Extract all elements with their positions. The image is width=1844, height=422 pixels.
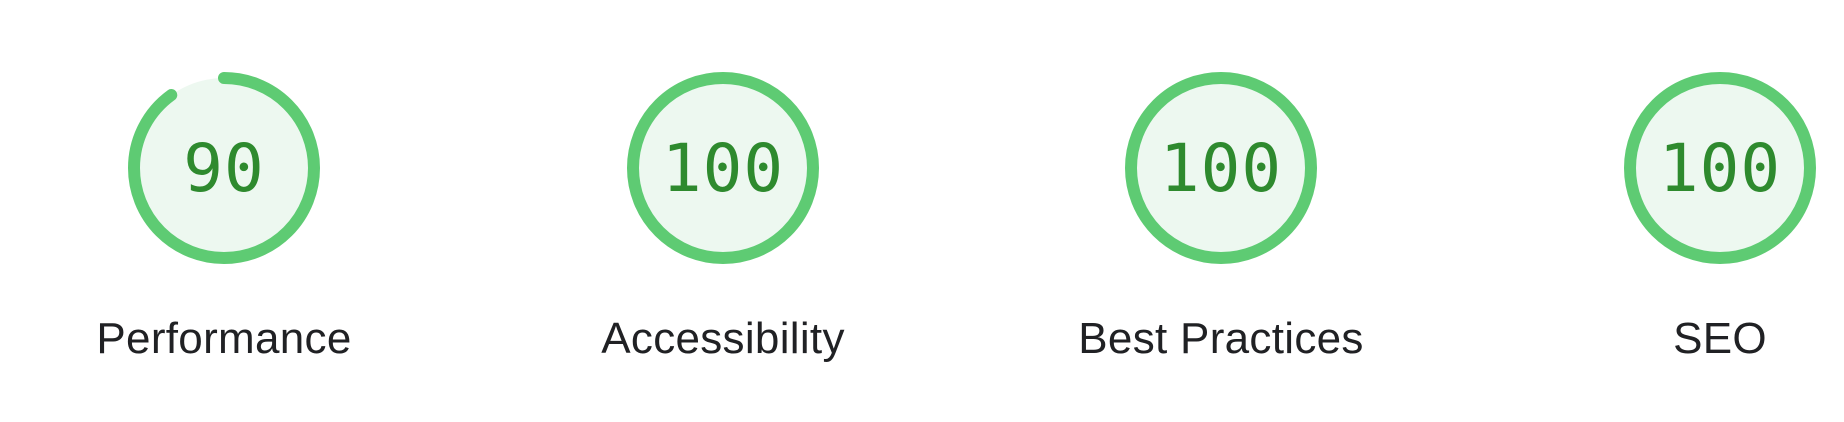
gauge-accessibility[interactable]: 100 Accessibility	[601, 68, 844, 363]
gauge-score-value: 100	[1658, 129, 1782, 207]
gauge-best-practices[interactable]: 100 Best Practices	[1078, 68, 1363, 363]
gauge-fill	[1131, 78, 1311, 258]
gauge-score-value: 90	[183, 129, 265, 207]
gauge-seo[interactable]: 100 SEO	[1620, 68, 1820, 363]
gauge-ring: 100	[1121, 68, 1321, 268]
gauge-arc	[1125, 72, 1317, 264]
gauge-arc-svg	[1624, 72, 1816, 264]
gauge-ring: 100	[1620, 68, 1820, 268]
gauge-label: SEO	[1673, 314, 1767, 363]
gauge-arc	[128, 72, 320, 264]
gauge-arc	[1624, 72, 1816, 264]
gauge-fill	[1630, 78, 1810, 258]
gauge-ring: 100	[623, 68, 823, 268]
gauge-label: Accessibility	[601, 314, 845, 363]
gauge-score-value: 100	[661, 129, 785, 207]
gauge-label: Best Practices	[1078, 314, 1364, 363]
gauge-score-value: 100	[1159, 129, 1283, 207]
gauge-arc-svg	[1125, 72, 1317, 264]
gauge-arc-svg	[627, 72, 819, 264]
gauge-performance[interactable]: 90 Performance	[96, 68, 351, 363]
gauge-arc	[627, 72, 819, 264]
gauge-fill	[633, 78, 813, 258]
gauge-label: Performance	[96, 314, 352, 363]
gauge-ring: 90	[124, 68, 324, 268]
gauge-fill	[134, 78, 314, 258]
gauge-arc-svg	[128, 72, 320, 264]
